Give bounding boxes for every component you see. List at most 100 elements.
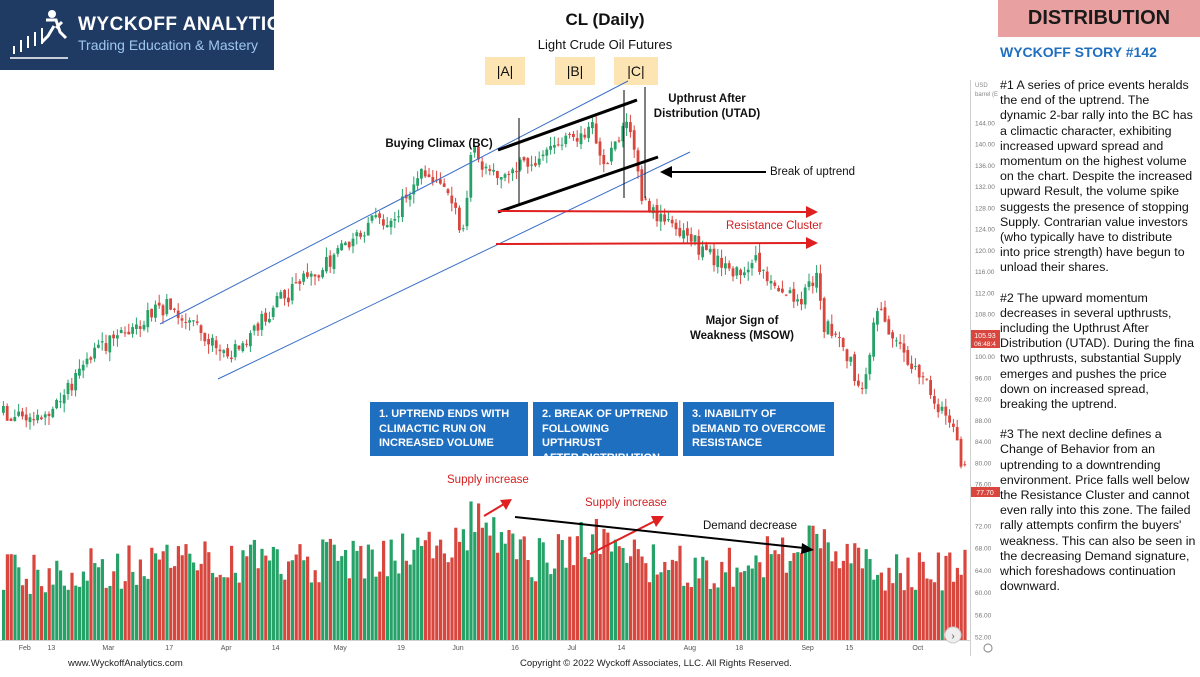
- volume-bar: [454, 527, 458, 640]
- volume-bar: [781, 537, 785, 640]
- candle: [226, 344, 229, 359]
- volume-bar: [359, 545, 363, 640]
- candle: [670, 215, 674, 228]
- volume-bar: [503, 543, 507, 640]
- narrative-line: into price strength) have begun to: [1000, 245, 1185, 260]
- volume-bar: [458, 541, 462, 640]
- candle: [465, 190, 469, 231]
- price-tick-label: 132.00: [975, 184, 995, 191]
- volume-bar: [157, 559, 161, 640]
- narrative-line: a climactic character, exhibiting: [1000, 123, 1172, 138]
- candle: [716, 248, 720, 274]
- candle: [499, 177, 503, 189]
- candle: [959, 436, 963, 469]
- volume-bar: [952, 581, 956, 640]
- candle: [454, 197, 457, 215]
- last-close-value: 77.70: [976, 490, 994, 497]
- narrative-line: increased upward spread and: [1000, 138, 1164, 153]
- volume-bar: [507, 529, 511, 640]
- volume-bar: [328, 538, 332, 640]
- candle: [682, 223, 685, 244]
- candle: [518, 157, 522, 172]
- narrative-line: weakness. This can also be seen in: [1000, 533, 1196, 548]
- candle: [537, 151, 541, 168]
- scroll-right-button[interactable]: [944, 626, 962, 644]
- last-price-tag: [971, 330, 1000, 348]
- demand-arrowhead: [801, 543, 814, 554]
- volume-bar: [465, 550, 469, 640]
- volume-bar: [70, 572, 74, 640]
- volume-bar: [306, 556, 310, 640]
- candle: [309, 270, 313, 286]
- candle: [572, 130, 575, 141]
- volume-tick-label: 64.00: [975, 568, 992, 575]
- narrative-line: which foreshadows continuation: [1000, 564, 1176, 579]
- candle: [306, 263, 309, 279]
- chart-title: CL (Daily): [565, 10, 645, 29]
- resistance-lower-arrowhead: [806, 237, 818, 249]
- price-tick-label: 76.00: [975, 482, 992, 489]
- candle: [184, 313, 188, 330]
- candle: [271, 305, 275, 321]
- candle: [230, 350, 233, 363]
- volume-bar: [442, 553, 446, 640]
- volume-bar: [192, 562, 196, 640]
- volume-bar: [271, 546, 275, 640]
- volume-bar: [955, 567, 959, 640]
- volume-bar: [214, 577, 218, 640]
- candle: [169, 298, 172, 311]
- candle: [496, 170, 499, 186]
- candle: [89, 356, 93, 364]
- volume-bar: [446, 562, 450, 640]
- volume-bar: [17, 567, 21, 640]
- volume-bar: [515, 559, 519, 640]
- x-tick-label: Apr: [221, 645, 233, 652]
- candle: [283, 289, 286, 306]
- volume-bar: [366, 544, 370, 640]
- chevron-right-icon[interactable]: ›: [951, 631, 954, 642]
- volume-bar: [796, 552, 800, 640]
- volume-bar: [188, 553, 192, 640]
- demand-decrease-label: Demand decrease: [703, 520, 797, 532]
- candle: [815, 265, 818, 293]
- volume-bar: [705, 560, 709, 640]
- volume-bar: [841, 560, 845, 640]
- volume-bar: [138, 559, 142, 640]
- candle: [606, 162, 609, 165]
- volume-bar: [119, 588, 123, 640]
- candle: [948, 409, 951, 428]
- volume-bar: [5, 554, 9, 640]
- volume-bar: [480, 527, 484, 640]
- axis-unit: barrel (E: [975, 92, 998, 98]
- x-tick-label: May: [334, 645, 348, 652]
- volume-bar: [439, 539, 443, 640]
- volume-bar: [644, 563, 648, 640]
- volume-bar: [313, 570, 317, 640]
- price-tick-label: 92.00: [975, 397, 992, 404]
- volume-bar: [556, 534, 560, 640]
- volume-bar: [321, 539, 325, 640]
- volume-bar: [716, 587, 720, 640]
- volume-bar: [401, 533, 405, 640]
- phase-a-label: |A|: [485, 57, 525, 85]
- candle: [632, 125, 636, 158]
- candle: [321, 267, 324, 279]
- volume-bar: [853, 543, 857, 640]
- box3-line3: RESISTANCE: [692, 437, 763, 449]
- volume-bar: [51, 584, 55, 640]
- candle: [906, 346, 910, 367]
- volume-bar: [963, 549, 967, 640]
- x-tick-label: 14: [272, 645, 280, 652]
- candle: [328, 250, 332, 273]
- gear-icon[interactable]: [983, 643, 993, 653]
- volume-bar: [860, 568, 864, 640]
- volume-bar: [906, 557, 910, 640]
- candle: [150, 308, 153, 322]
- volume-bar: [568, 536, 572, 640]
- candle: [127, 323, 131, 335]
- phase-c-label: |C|: [614, 57, 658, 85]
- candle: [294, 273, 298, 284]
- candle: [302, 270, 305, 286]
- volume-bar: [93, 563, 97, 640]
- candle: [838, 331, 841, 348]
